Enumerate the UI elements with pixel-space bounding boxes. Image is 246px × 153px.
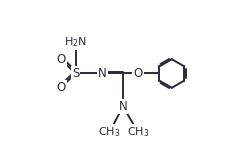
Text: O: O [133,67,143,80]
Text: N: N [98,67,107,80]
Text: H$_2$N: H$_2$N [64,35,87,49]
Text: O: O [57,54,66,66]
Text: CH$_3$: CH$_3$ [98,125,121,139]
Text: S: S [72,67,79,80]
Text: CH$_3$: CH$_3$ [127,125,149,139]
Text: O: O [57,80,66,93]
Text: N: N [119,100,127,113]
